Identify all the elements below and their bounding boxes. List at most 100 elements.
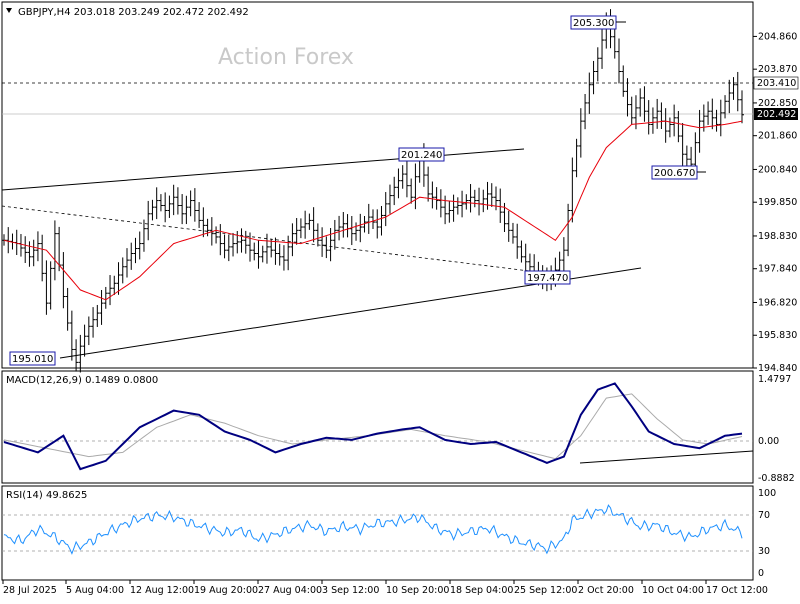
time-axis-label: 17 Oct 12:00	[706, 585, 768, 596]
macd-panel[interactable]	[1, 370, 754, 484]
macd-tick-top: 1.4797	[758, 374, 791, 385]
price-bar	[273, 237, 278, 265]
price-bar	[587, 72, 592, 114]
price-bar	[23, 236, 28, 263]
time-axis-label: 25 Sep 12:00	[514, 585, 577, 596]
price-bar	[680, 123, 685, 166]
price-bar	[510, 222, 515, 244]
price-bar	[430, 181, 435, 209]
trendline-dashed	[1, 205, 571, 277]
price-bar	[438, 189, 443, 218]
price-bar	[600, 28, 605, 69]
macd-line	[3, 382, 743, 471]
price-bar	[167, 195, 172, 218]
price-bar	[519, 240, 524, 263]
time-axis-label: 5 Aug 04:00	[66, 585, 124, 596]
price-axis: 204.860 203.870 202.850 201.860 200.840 199.8…	[753, 31, 797, 374]
price-bar	[294, 218, 299, 245]
price-bar	[672, 104, 677, 137]
price-bar	[379, 205, 384, 236]
svg-text:201.240: 201.240	[401, 150, 442, 161]
price-bar	[354, 222, 359, 241]
price-bar	[387, 184, 392, 214]
time-axis-label: 19 Aug 20:00	[194, 585, 258, 596]
chart-header: GBPJPY,H4 203.018 203.249 202.472 202.49…	[18, 7, 249, 18]
price-bar	[570, 157, 575, 223]
price-bar	[740, 90, 744, 124]
price-bar	[324, 236, 329, 259]
price-bar	[710, 98, 715, 130]
price-bar	[337, 215, 342, 241]
price-panel[interactable]	[1, 1, 754, 369]
price-axis-label: 197.840	[758, 264, 797, 275]
price-bar	[320, 227, 325, 257]
price-tag-level: 203.410	[753, 76, 799, 90]
price-axis-label: 196.820	[758, 297, 797, 308]
price-bar	[146, 200, 151, 241]
price-bar	[171, 184, 176, 216]
price-bar	[264, 233, 269, 264]
price-bar	[226, 234, 231, 262]
price-bar	[714, 109, 719, 132]
price-bar	[69, 310, 74, 361]
price-bar	[141, 219, 146, 252]
price-bar	[91, 307, 96, 338]
price-bar	[192, 188, 197, 222]
price-bar	[311, 207, 316, 243]
time-axis-label: 10 Sep 20:00	[386, 585, 449, 596]
price-bar	[99, 290, 104, 325]
price-bar	[315, 223, 320, 247]
price-bar	[133, 237, 138, 264]
price-bar	[595, 47, 600, 82]
price-bar	[718, 99, 723, 137]
price-bar	[103, 286, 108, 309]
price-bar	[197, 202, 202, 228]
price-bar	[239, 228, 244, 253]
price-bar	[175, 187, 180, 215]
macd-tick-bottom: -0.8882	[758, 473, 795, 484]
macd-label: MACD(12,26,9) 0.1489 0.0800	[6, 375, 158, 386]
price-bar	[44, 260, 49, 315]
annotation-200: 200.670	[651, 165, 706, 180]
price-bar	[82, 324, 87, 357]
price-bar	[612, 29, 617, 59]
price-bar	[489, 183, 494, 207]
price-bar	[286, 235, 291, 271]
price-bar	[74, 339, 79, 372]
price-bar	[727, 79, 732, 114]
price-axis-label: 204.860	[758, 31, 797, 42]
price-bar	[277, 243, 282, 266]
price-bar	[655, 98, 660, 129]
price-bar	[460, 190, 465, 218]
price-bar	[150, 199, 155, 221]
rsi-label: RSI(14) 49.8625	[6, 490, 87, 501]
price-bar	[120, 257, 125, 284]
watermark: Action Forex	[218, 45, 354, 70]
price-bar	[248, 232, 252, 262]
price-bar	[61, 252, 66, 309]
price-bar	[27, 241, 32, 267]
price-bar	[642, 86, 647, 122]
price-bar	[65, 287, 70, 331]
price-bar	[400, 165, 405, 189]
price-bar	[108, 275, 113, 306]
rsi-tick-30: 30	[758, 546, 770, 557]
price-bar	[735, 71, 740, 112]
svg-text:197.470: 197.470	[527, 273, 568, 284]
price-bar	[723, 95, 728, 119]
rsi-tick-0: 0	[758, 568, 764, 579]
rsi-panel[interactable]	[1, 485, 754, 581]
price-bar	[451, 194, 456, 222]
price-bar	[591, 60, 596, 95]
price-bar	[638, 88, 643, 117]
macd-trendline	[579, 450, 754, 464]
price-bar	[578, 108, 583, 158]
price-bar	[523, 243, 528, 274]
price-bar	[413, 163, 418, 210]
svg-text:203.410: 203.410	[757, 78, 796, 89]
price-bar	[341, 212, 346, 238]
price-bar	[667, 117, 672, 138]
price-bar	[235, 231, 240, 254]
price-bar	[515, 223, 520, 259]
